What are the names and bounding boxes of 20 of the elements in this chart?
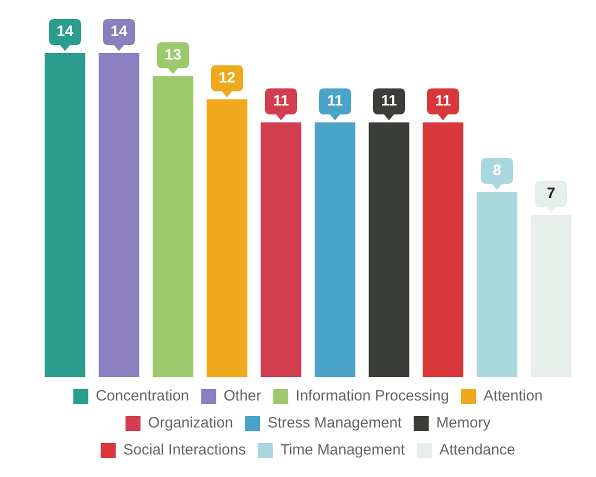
data-label: 14: [56, 23, 74, 40]
legend-label: Attention: [484, 388, 543, 405]
legend-label: Stress Management: [268, 414, 403, 432]
legend-label: Information Processing: [296, 388, 450, 405]
legend-label: Social Interactions: [123, 442, 246, 459]
data-label: 11: [381, 92, 397, 110]
data-label: 11: [435, 92, 451, 110]
data-label: 8: [492, 162, 502, 179]
legend-label: Other: [224, 388, 262, 405]
data-label: 14: [110, 23, 128, 40]
data-label: 11: [327, 92, 343, 110]
legend-label: Attendance: [439, 442, 516, 459]
legend-label: Memory: [436, 414, 491, 432]
data-label: 11: [273, 92, 289, 110]
data-label: 12: [218, 69, 236, 86]
data-label: 7: [546, 185, 556, 202]
legend-label: Concentration: [96, 388, 190, 405]
legend-label: Time Management: [280, 442, 406, 459]
legend-label: Organization: [148, 414, 234, 432]
data-label: 13: [164, 46, 182, 64]
